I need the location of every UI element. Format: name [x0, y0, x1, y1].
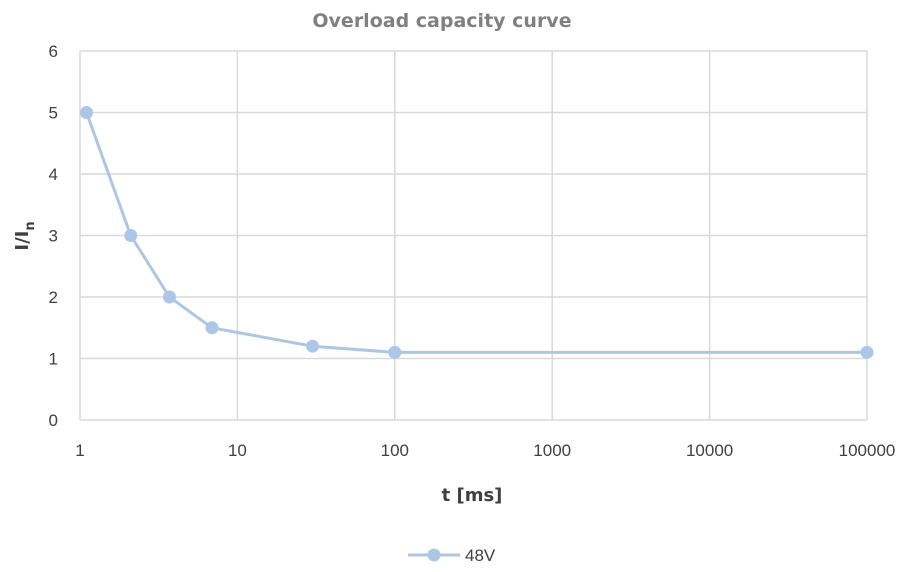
x-tick-label-1000: 1000 — [533, 441, 571, 460]
legend-marker-48v — [427, 548, 441, 562]
legend: 48V — [408, 546, 496, 565]
data-point-48v-3 — [205, 321, 219, 335]
y-tick-labels: 0 1 2 3 4 5 6 — [49, 42, 58, 430]
y-tick-label-1: 1 — [49, 350, 58, 369]
x-tick-label-1: 1 — [75, 441, 84, 460]
data-point-48v-5 — [388, 345, 402, 359]
y-tick-label-6: 6 — [49, 42, 58, 61]
data-point-48v-4 — [305, 339, 319, 353]
x-tick-label-100: 100 — [381, 441, 409, 460]
x-tick-label-100000: 100000 — [839, 441, 896, 460]
legend-label-48v: 48V — [465, 546, 496, 565]
chart-title: Overload capacity curve — [312, 10, 571, 32]
y-tick-label-0: 0 — [49, 411, 58, 430]
data-point-48v-1 — [124, 229, 138, 242]
series-group — [80, 106, 874, 359]
y-tick-label-3: 3 — [49, 227, 58, 246]
y-tick-label-5: 5 — [49, 104, 58, 123]
x-tick-label-10: 10 — [228, 441, 247, 460]
data-point-48v-0 — [80, 106, 94, 119]
series-line-48v — [85, 111, 867, 354]
data-point-48v-2 — [162, 290, 176, 304]
data-point-48v-6 — [860, 345, 874, 359]
x-axis-label: t [ms] — [442, 485, 503, 506]
y-gridlines — [80, 50, 867, 421]
y-tick-label-4: 4 — [49, 165, 58, 184]
x-tick-label-10000: 10000 — [686, 441, 733, 460]
y-tick-label-2: 2 — [49, 288, 58, 307]
y-axis-label: I/In — [12, 221, 38, 250]
x-tick-labels: 1 10 100 1000 10000 100000 — [75, 441, 895, 460]
